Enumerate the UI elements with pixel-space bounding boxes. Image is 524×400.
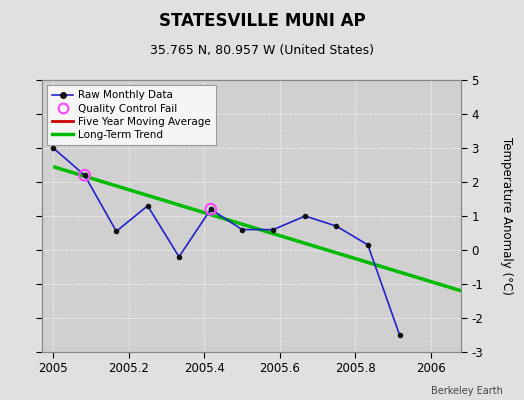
Point bbox=[80, 172, 89, 178]
Legend: Raw Monthly Data, Quality Control Fail, Five Year Moving Average, Long-Term Tren: Raw Monthly Data, Quality Control Fail, … bbox=[47, 85, 216, 145]
Text: STATESVILLE MUNI AP: STATESVILLE MUNI AP bbox=[159, 12, 365, 30]
Text: 35.765 N, 80.957 W (United States): 35.765 N, 80.957 W (United States) bbox=[150, 44, 374, 57]
Point bbox=[206, 206, 215, 212]
Text: Berkeley Earth: Berkeley Earth bbox=[431, 386, 503, 396]
Y-axis label: Temperature Anomaly (°C): Temperature Anomaly (°C) bbox=[500, 137, 513, 295]
